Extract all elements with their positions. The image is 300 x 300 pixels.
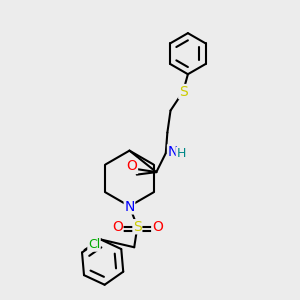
Text: S: S <box>179 85 188 99</box>
Text: O: O <box>112 220 123 234</box>
Text: O: O <box>152 220 163 234</box>
Text: N: N <box>124 200 135 214</box>
Text: O: O <box>127 159 137 173</box>
Text: Cl: Cl <box>88 238 100 251</box>
Text: S: S <box>133 220 142 234</box>
Text: N: N <box>167 145 178 159</box>
Text: H: H <box>176 147 186 160</box>
